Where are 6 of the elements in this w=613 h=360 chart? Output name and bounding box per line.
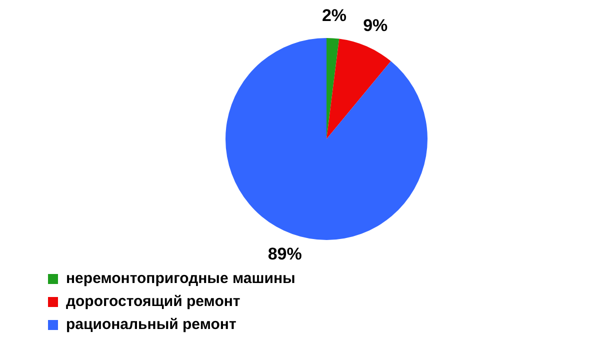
data-label: 9% (363, 16, 388, 35)
legend-label: рациональный ремонт (66, 316, 236, 333)
legend-label: дорогостоящий ремонт (66, 293, 240, 310)
data-label: 2% (322, 6, 347, 25)
data-label: 89% (268, 244, 302, 264)
legend-label: неремонтопригодные машины (66, 270, 296, 287)
